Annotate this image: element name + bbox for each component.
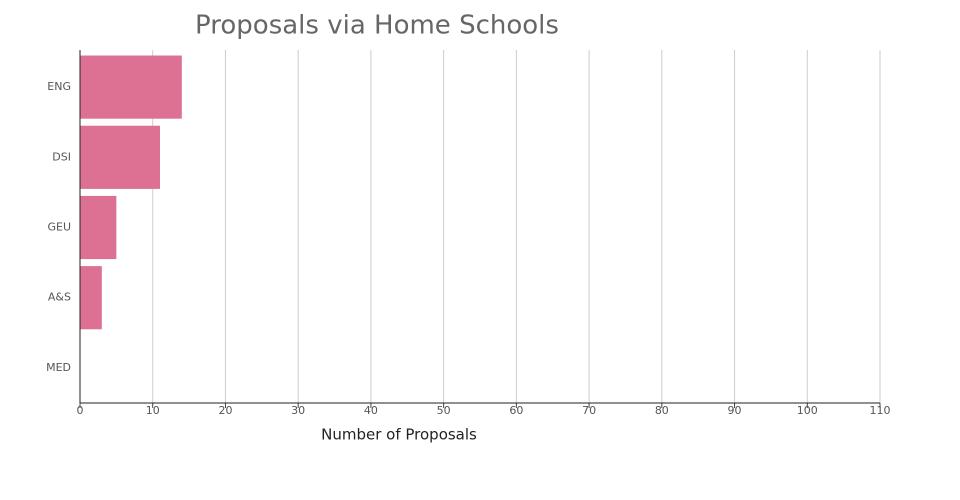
x-tick-label: 10 <box>146 404 160 417</box>
x-tick-label: 40 <box>364 404 378 417</box>
bar <box>80 55 182 119</box>
chart-title: Proposals via Home Schools <box>195 11 559 41</box>
x-tick-label: 0 <box>77 404 84 417</box>
bar <box>80 266 102 330</box>
x-tick-label: 80 <box>655 404 669 417</box>
x-tick-label: 50 <box>437 404 451 417</box>
y-tick-label: MED <box>46 361 71 374</box>
x-tick-label: 30 <box>291 404 305 417</box>
x-tick-label: 60 <box>509 404 523 417</box>
y-tick-label: DSI <box>52 150 71 163</box>
y-tick-label: A&S <box>48 291 71 304</box>
x-tick-label: 90 <box>728 404 742 417</box>
y-tick-label: ENG <box>47 80 71 93</box>
bar <box>80 125 160 189</box>
x-tick-label: 70 <box>582 404 596 417</box>
y-tick-label: GEU <box>47 221 71 234</box>
x-tick-label: 110 <box>870 404 891 417</box>
x-axis-title: Number of Proposals <box>321 426 477 444</box>
x-tick-label: 20 <box>218 404 232 417</box>
bar <box>80 195 117 260</box>
x-tick-label: 100 <box>797 404 818 417</box>
